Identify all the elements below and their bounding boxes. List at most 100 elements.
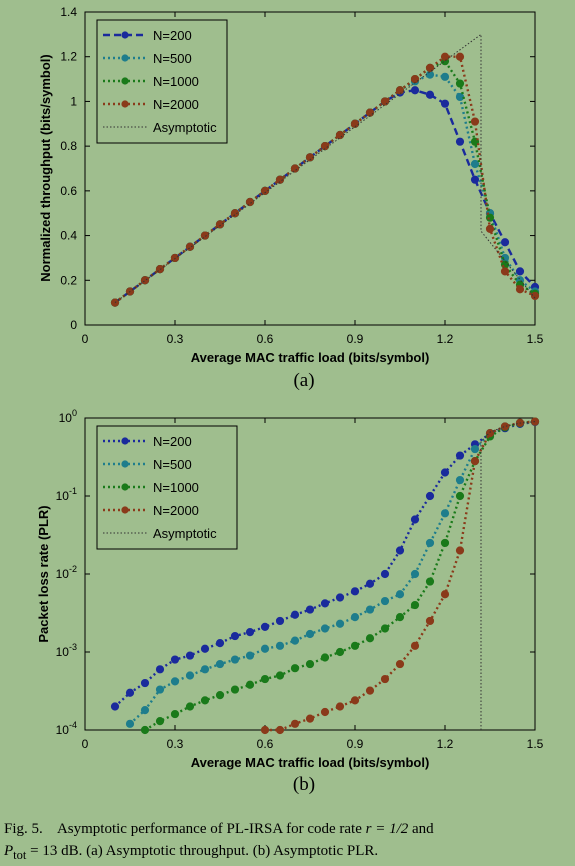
- data-point: [530, 417, 540, 426]
- data-point: [485, 429, 495, 438]
- data-point: [170, 253, 180, 263]
- y-tick-label: 1: [70, 94, 77, 108]
- x-tick-label: 0.9: [347, 332, 364, 346]
- data-point: [410, 86, 420, 95]
- data-point: [350, 587, 360, 596]
- panel-label: (a): [293, 370, 314, 391]
- caption-fig-label: Fig. 5.: [4, 821, 43, 837]
- data-point: [365, 634, 375, 643]
- legend-label: N=2000: [153, 97, 199, 112]
- data-point: [245, 197, 255, 207]
- y-tick-label: 100: [59, 408, 77, 425]
- data-point: [185, 671, 195, 680]
- data-point: [290, 164, 300, 173]
- data-point: [320, 599, 330, 608]
- data-point: [260, 674, 270, 684]
- x-axis-title: Average MAC traffic load (bits/symbol): [191, 350, 430, 365]
- data-point: [305, 714, 315, 723]
- data-point: [155, 717, 165, 726]
- data-point: [455, 52, 465, 61]
- data-point: [410, 74, 420, 84]
- data-point: [425, 90, 435, 99]
- data-point: [155, 685, 165, 694]
- data-point: [455, 137, 465, 146]
- panel-label: (b): [293, 774, 315, 795]
- data-point: [200, 644, 210, 653]
- x-tick-label: 0.3: [167, 737, 184, 751]
- x-tick-label: 0: [82, 332, 89, 346]
- y-tick-label: 1.2: [60, 50, 77, 64]
- x-tick-label: 1.2: [437, 737, 454, 751]
- data-point: [185, 651, 195, 660]
- series-line-N=500: [129, 420, 536, 725]
- data-point: [410, 641, 420, 650]
- x-tick-label: 1.2: [437, 332, 454, 346]
- caption-math-power: P: [4, 843, 14, 859]
- legend-marker: [121, 460, 129, 468]
- figure-caption: Fig. 5. Asymptotic performance of PL-IRS…: [4, 818, 570, 866]
- legend-marker: [121, 77, 129, 85]
- data-point: [305, 605, 315, 614]
- data-point: [380, 596, 390, 606]
- data-point: [305, 659, 315, 669]
- data-point: [470, 457, 480, 466]
- data-point: [410, 515, 420, 524]
- data-point: [440, 590, 450, 599]
- data-point: [245, 627, 255, 637]
- data-point: [410, 600, 420, 610]
- data-point: [185, 242, 195, 251]
- data-point: [365, 579, 375, 588]
- data-point: [170, 655, 180, 664]
- data-point: [485, 224, 495, 233]
- data-point: [335, 702, 345, 711]
- legend-label: N=500: [153, 51, 192, 66]
- caption-text-and: and: [408, 821, 434, 837]
- x-tick-label: 1.5: [527, 332, 544, 346]
- data-point: [260, 186, 270, 195]
- data-point: [455, 546, 465, 555]
- y-tick-label: 10-2: [56, 564, 77, 581]
- x-tick-label: 0.9: [347, 737, 364, 751]
- data-point: [335, 647, 345, 657]
- data-point: [350, 613, 360, 622]
- data-point: [320, 653, 330, 662]
- data-point: [470, 175, 480, 184]
- throughput-chart: 0 0.3 0.6 0.9 1.2 1.5 0 0.2 0.4 0.6 0.8 1 1.2 1.4 N=2…: [38, 5, 544, 391]
- data-point: [500, 267, 510, 276]
- y-tick-label: 0: [70, 318, 77, 332]
- x-tick-label: 1.5: [527, 737, 544, 751]
- legend-marker: [121, 100, 129, 108]
- data-point: [440, 52, 450, 61]
- plot-area-frame: [84, 11, 536, 326]
- data-point: [290, 664, 300, 673]
- legend-marker: [121, 483, 129, 491]
- data-point: [335, 130, 345, 140]
- data-point: [515, 285, 525, 294]
- data-point: [395, 613, 405, 622]
- data-point: [455, 79, 465, 88]
- data-point: [380, 569, 390, 579]
- data-point: [290, 636, 300, 645]
- y-tick-label: 10-3: [56, 642, 77, 659]
- data-point: [425, 577, 435, 586]
- data-point: [440, 99, 450, 108]
- series-group: [110, 33, 540, 307]
- series-group: [110, 417, 540, 735]
- data-point: [440, 509, 450, 518]
- data-point: [140, 725, 150, 735]
- data-point: [260, 725, 270, 735]
- data-point: [290, 610, 300, 619]
- data-point: [215, 691, 225, 700]
- data-point: [230, 631, 240, 641]
- legend-box: [96, 425, 238, 550]
- data-point: [365, 605, 375, 614]
- data-point: [350, 696, 360, 705]
- data-point: [380, 624, 390, 633]
- legend: N=200 N=500 N=1000 N=2000 Asymptotic: [96, 425, 238, 550]
- legend-label: N=200: [153, 28, 192, 43]
- axis-ticks: 0 0.3 0.6 0.9 1.2 1.5 0 0.2 0.4 0.6 0.8 1 1.2 1.4: [60, 5, 543, 346]
- data-point: [290, 719, 300, 728]
- legend-marker: [121, 54, 129, 62]
- legend-label: N=500: [153, 457, 192, 472]
